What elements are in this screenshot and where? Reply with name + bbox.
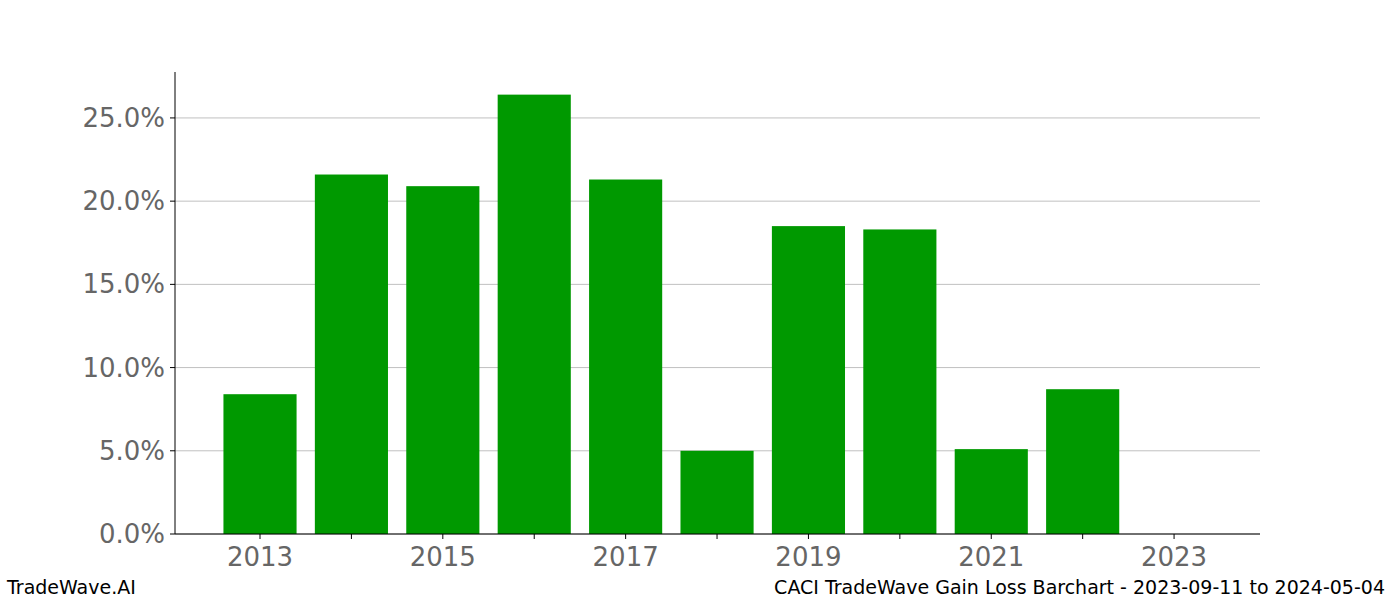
y-axis [175, 72, 176, 534]
x-tick [534, 534, 535, 539]
y-tick [170, 284, 175, 285]
y-tick-label: 10.0% [82, 353, 165, 383]
x-tick-label: 2019 [775, 542, 841, 572]
x-tick [991, 534, 992, 539]
x-tick [260, 534, 261, 539]
y-tick-label: 20.0% [82, 186, 165, 216]
chart-svg: 0.0% 5.0% 10.0% 15.0% 20.0% 25.0% 2013 2015 2017… [0, 0, 1400, 600]
x-tick-label: 2013 [227, 542, 293, 572]
bar [955, 449, 1028, 534]
x-tick [1082, 534, 1083, 539]
bar [680, 451, 753, 534]
y-tick-label: 15.0% [82, 269, 165, 299]
bar [315, 175, 388, 534]
y-tick-label: 0.0% [99, 519, 165, 549]
y-tick [170, 534, 175, 535]
y-tick-label: 5.0% [99, 436, 165, 466]
y-tick [170, 450, 175, 451]
grid-line [175, 534, 1260, 535]
x-tick [625, 534, 626, 539]
x-tick [717, 534, 718, 539]
watermark: TradeWave.AI [6, 576, 136, 598]
bar [589, 180, 662, 534]
bar [406, 186, 479, 534]
bar [1046, 389, 1119, 534]
y-tick [170, 367, 175, 368]
x-tick-label: 2017 [593, 542, 659, 572]
x-tick [442, 534, 443, 539]
x-tick-label: 2015 [410, 542, 476, 572]
x-axis [175, 534, 1260, 535]
bar [498, 95, 571, 534]
bar [772, 226, 845, 534]
x-tick-label: 2021 [958, 542, 1024, 572]
x-tick [899, 534, 900, 539]
x-tick [1174, 534, 1175, 539]
y-tick [170, 201, 175, 202]
y-tick [170, 117, 175, 118]
bars [223, 95, 1119, 534]
x-tick [808, 534, 809, 539]
bar [223, 394, 296, 534]
grid-line [175, 117, 1260, 118]
x-tick-label: 2023 [1141, 542, 1207, 572]
title: CACI TradeWave Gain Loss Barchart - 2023… [774, 576, 1385, 598]
y-tick-label: 25.0% [82, 103, 165, 133]
x-tick [351, 534, 352, 539]
bar [863, 229, 936, 534]
chart-container: 0.0% 5.0% 10.0% 15.0% 20.0% 25.0% 2013 2015 2017… [0, 0, 1400, 600]
